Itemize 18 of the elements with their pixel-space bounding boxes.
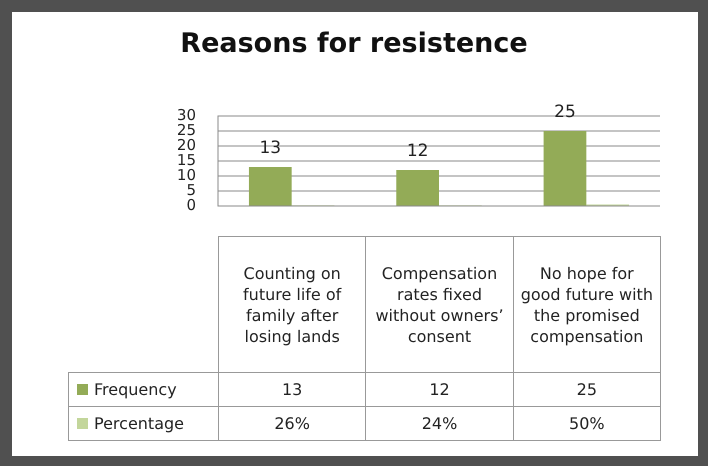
x-tick-label: No hope for good future with the promised compensation: [512, 236, 661, 373]
legend-label: Percentage: [94, 414, 184, 433]
data-label: 26%: [218, 406, 366, 441]
bar: [396, 170, 439, 206]
bar: [544, 131, 586, 206]
text: 25: [554, 102, 576, 122]
data-label: 24%: [365, 406, 514, 441]
data-label: 50%: [512, 406, 661, 441]
chart-title: Reasons for resistence: [179, 28, 529, 59]
data-label: 12: [365, 372, 514, 407]
legend-label: Frequency: [94, 380, 177, 399]
text: 13: [259, 138, 282, 158]
bar: [248, 167, 292, 206]
data-label: 25: [512, 372, 661, 407]
data-label: 13: [218, 372, 366, 407]
text: 12: [406, 140, 428, 161]
x-tick-label: Compensation rates fixed without owners’ consent: [365, 236, 514, 373]
x-tick-label: Counting on future life of family after losing lands: [218, 236, 366, 373]
